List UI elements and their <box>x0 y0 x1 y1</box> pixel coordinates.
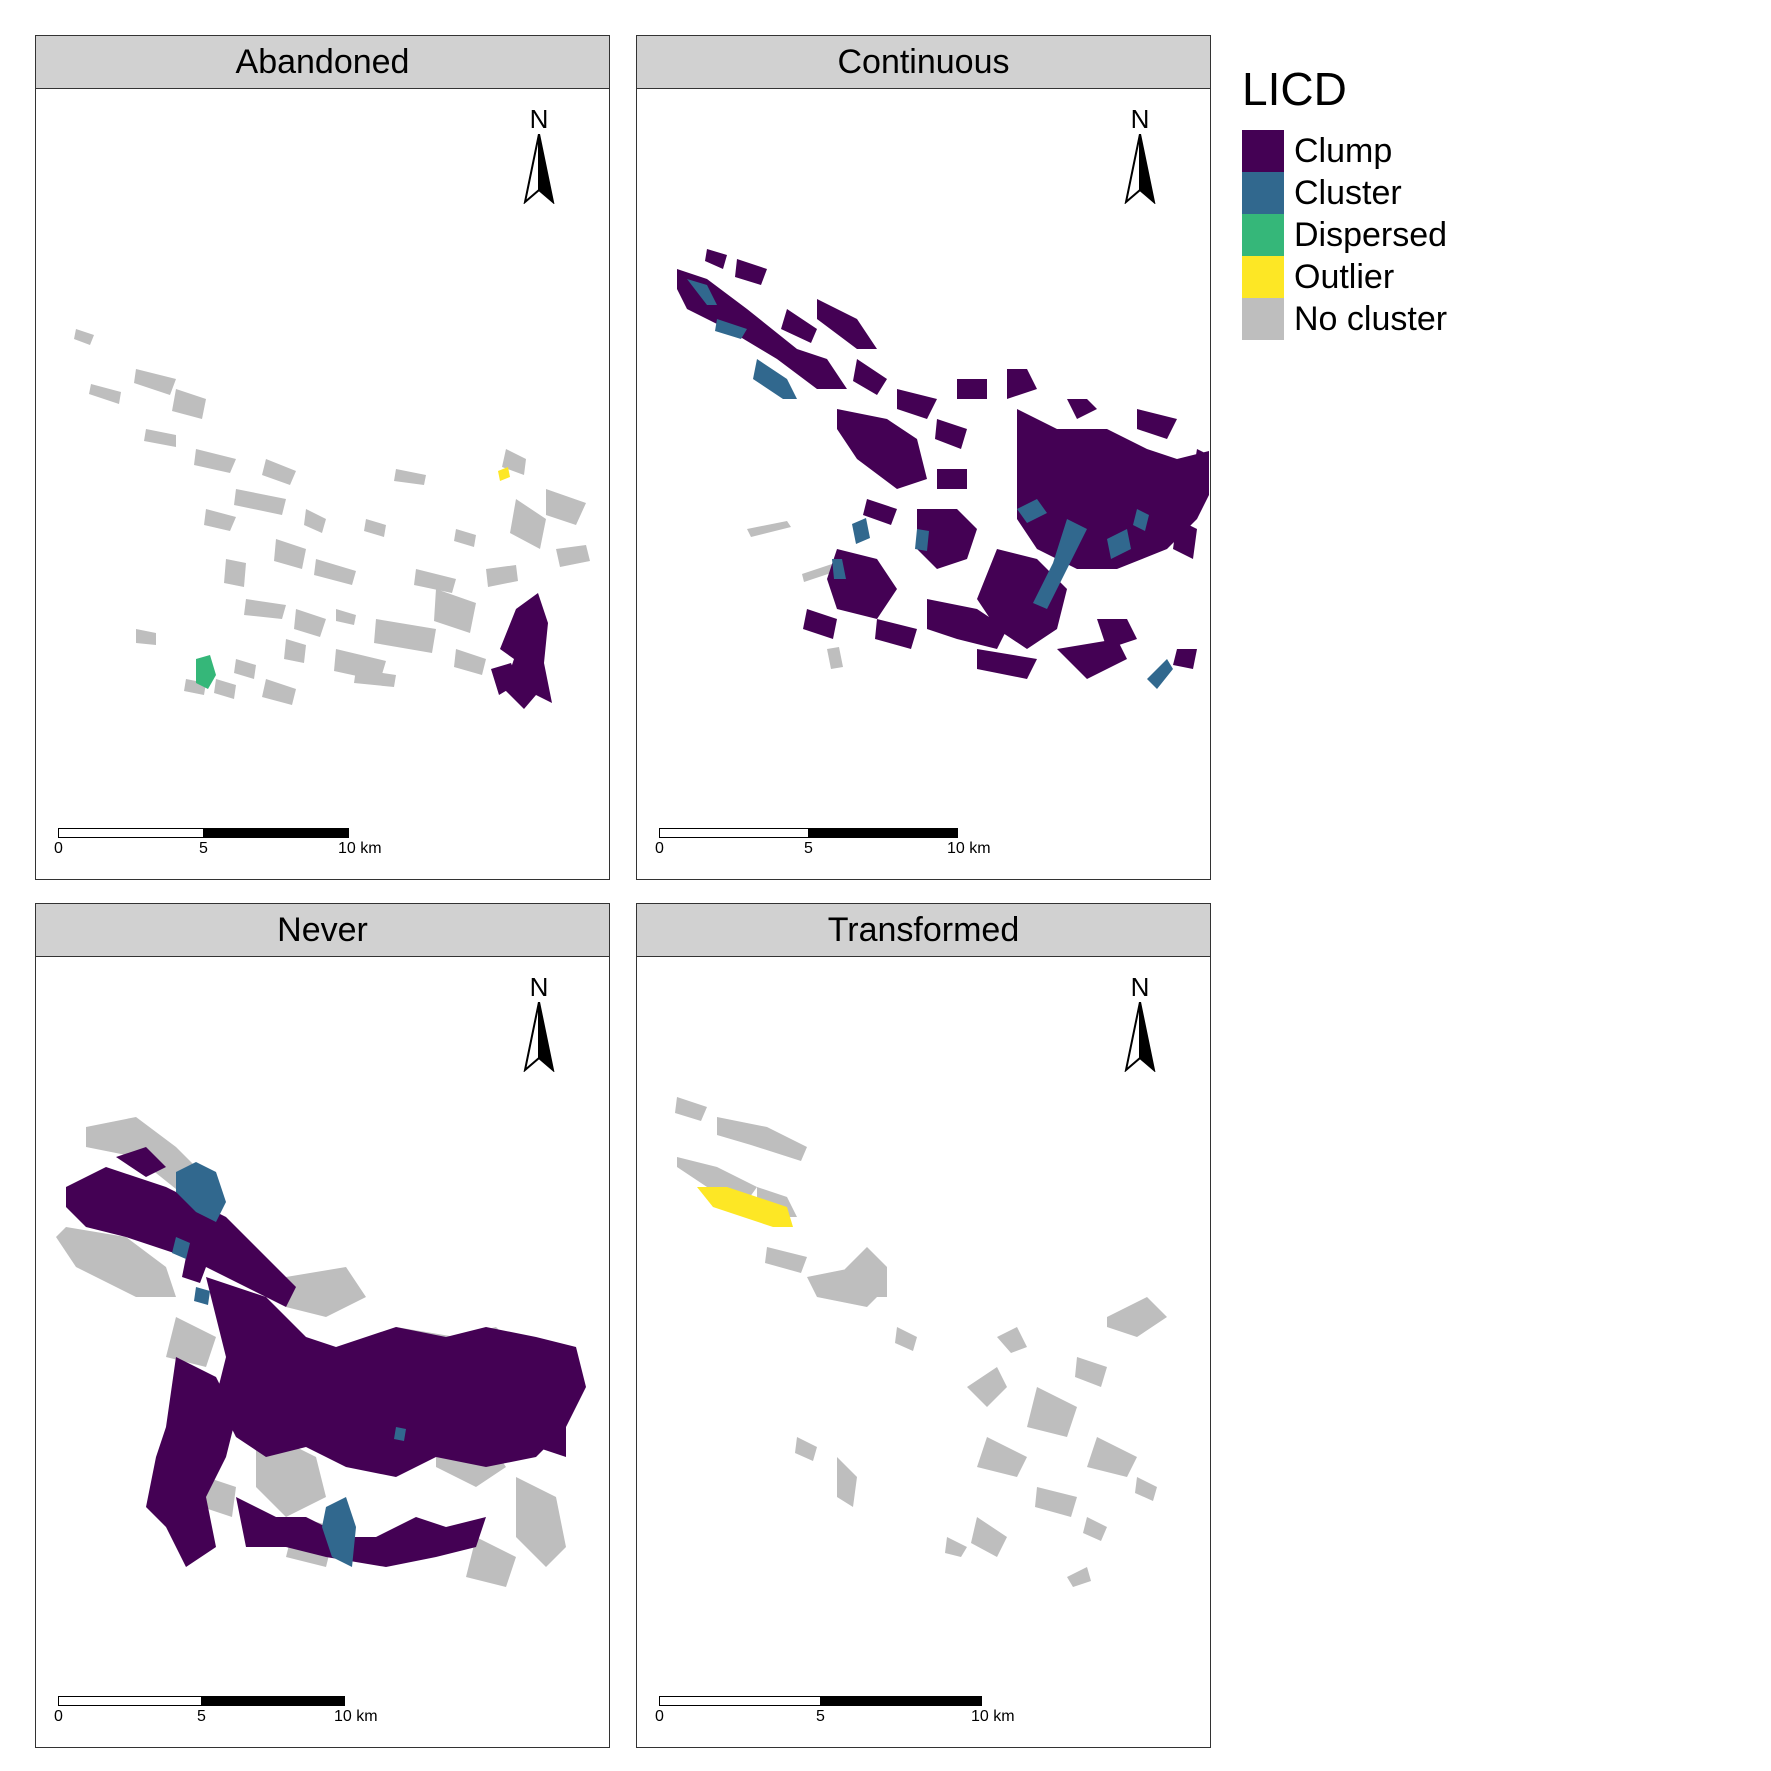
facet-panel-never: Never N 0 5 10 km <box>35 903 610 1748</box>
no-cluster-patches <box>74 329 590 705</box>
scale-bar: 0 5 10 km <box>54 1696 378 1736</box>
legend-item-no-cluster: No cluster <box>1242 298 1447 340</box>
north-arrow-icon <box>1124 134 1156 204</box>
north-arrow: N <box>1120 972 1160 1072</box>
facet-title: Continuous <box>637 36 1210 89</box>
facet-panel-continuous: Continuous N 0 5 10 km <box>636 35 1217 880</box>
no-cluster-patches <box>747 521 843 669</box>
scale-tick-10: 10 km <box>971 1708 1015 1725</box>
north-label: N <box>529 104 549 134</box>
legend-label: Clump <box>1294 131 1393 170</box>
legend-swatch <box>1242 214 1284 256</box>
map-area: N 0 5 10 km <box>637 89 1217 878</box>
scale-bar: 0 5 10 km <box>54 828 382 868</box>
map-canvas <box>74 329 590 709</box>
scale-bar: 0 5 10 km <box>655 828 999 868</box>
facet-panel-abandoned: Abandoned N 0 5 <box>35 35 610 880</box>
north-arrow-icon <box>523 1002 555 1072</box>
legend-swatch <box>1242 256 1284 298</box>
scale-bar-black-segment <box>203 828 349 838</box>
clump-patches <box>491 593 552 709</box>
scale-bar-white-segment <box>58 828 204 838</box>
north-label: N <box>529 972 549 1002</box>
scale-tick-5: 5 <box>816 1708 825 1725</box>
north-arrow-icon <box>523 134 555 204</box>
scale-tick-0: 0 <box>655 1708 664 1725</box>
outlier-patches <box>498 467 510 481</box>
map-area: N 0 5 10 km <box>36 957 608 1746</box>
legend-label: Cluster <box>1294 173 1402 212</box>
scale-tick-0: 0 <box>655 840 664 857</box>
scale-tick-0: 0 <box>54 1708 63 1725</box>
scale-bar-white-segment <box>659 828 809 838</box>
scale-bar: 0 5 10 km <box>655 1696 1019 1736</box>
map-area: N 0 5 10 km <box>36 89 608 878</box>
outlier-patches <box>697 1187 793 1227</box>
legend-item-dispersed: Dispersed <box>1242 214 1447 256</box>
legend-label: Outlier <box>1294 257 1395 296</box>
legend-swatch <box>1242 172 1284 214</box>
legend-item-clump: Clump <box>1242 130 1447 172</box>
map-canvas <box>675 1097 1167 1587</box>
legend-item-cluster: Cluster <box>1242 172 1447 214</box>
no-cluster-patches <box>675 1097 1167 1587</box>
clump-patches <box>677 249 1217 679</box>
legend-label: No cluster <box>1294 299 1448 338</box>
scale-tick-5: 5 <box>199 840 208 857</box>
facet-title: Never <box>36 904 609 957</box>
north-label: N <box>1130 972 1150 1002</box>
scale-bar-black-segment <box>808 828 958 838</box>
facet-panel-transformed: Transformed N 0 5 10 km <box>636 903 1211 1748</box>
legend-label: Dispersed <box>1294 215 1448 254</box>
north-arrow: N <box>1120 104 1160 204</box>
facet-title: Abandoned <box>36 36 609 89</box>
scale-tick-10: 10 km <box>334 1708 378 1725</box>
legend-item-outlier: Outlier <box>1242 256 1447 298</box>
legend-swatch <box>1242 130 1284 172</box>
map-area: N 0 5 10 km <box>637 957 1209 1746</box>
scale-bar-white-segment <box>58 1696 202 1706</box>
scale-tick-5: 5 <box>804 840 813 857</box>
north-arrow-icon <box>1124 1002 1156 1072</box>
scale-tick-10: 10 km <box>947 840 991 857</box>
legend-swatch <box>1242 298 1284 340</box>
dispersed-patches <box>196 655 216 689</box>
clump-patches <box>66 1147 586 1567</box>
scale-bar-black-segment <box>201 1696 345 1706</box>
cluster-patches <box>687 279 1173 689</box>
north-label: N <box>1130 104 1150 134</box>
scale-tick-5: 5 <box>197 1708 206 1725</box>
legend: LICD Clump Cluster Dispersed Outlier No … <box>1242 62 1447 340</box>
legend-title: LICD <box>1242 63 1347 115</box>
map-canvas <box>56 1117 586 1587</box>
scale-bar-black-segment <box>820 1696 982 1706</box>
cluster-patches <box>172 1162 406 1567</box>
scale-tick-10: 10 km <box>338 840 382 857</box>
map-canvas <box>677 249 1217 689</box>
scale-bar-white-segment <box>659 1696 821 1706</box>
facet-title: Transformed <box>637 904 1210 957</box>
north-arrow: N <box>519 104 559 204</box>
scale-tick-0: 0 <box>54 840 63 857</box>
north-arrow: N <box>519 972 559 1072</box>
